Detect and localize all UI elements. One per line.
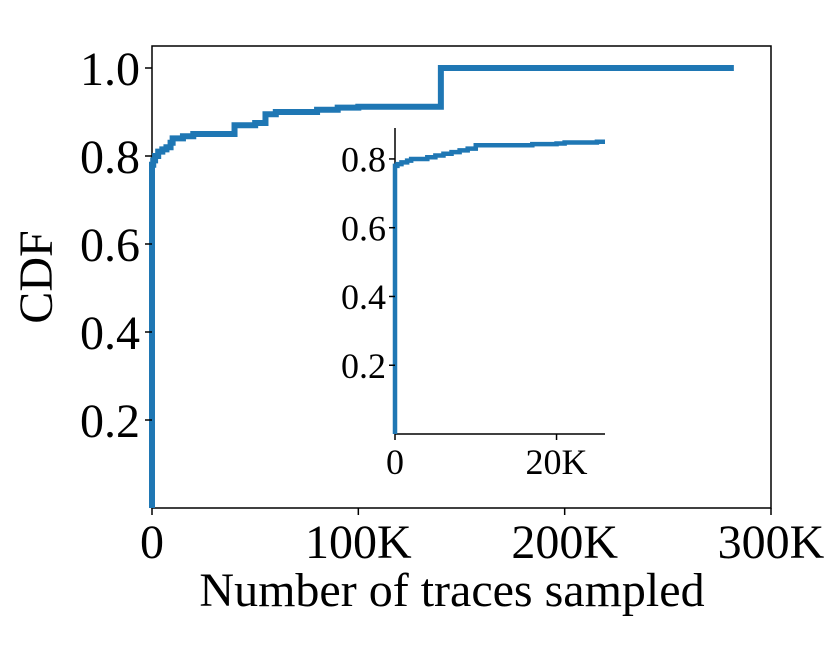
inset-x-tick-label: 0 xyxy=(386,442,404,482)
main-y-tick-label: 0.2 xyxy=(80,395,140,448)
main-cdf-line-0 xyxy=(149,65,734,508)
main-x-tick-label: 0 xyxy=(140,516,164,569)
inset-y-tick-label: 0.4 xyxy=(341,277,386,317)
y-axis-label: CDF xyxy=(10,230,63,323)
x-axis-label: Number of traces sampled xyxy=(199,564,704,617)
main-x-tick-label: 300K xyxy=(718,516,825,569)
inset-y-tick-label: 0.6 xyxy=(341,208,386,248)
inset-cdf-line-0 xyxy=(392,139,605,434)
main-axes-frame xyxy=(151,45,772,509)
main-plot: 0 100K 200K 300K 0.2 0.4 0.6 0.8 1.0 xyxy=(80,43,825,569)
main-y-tick-label: 1.0 xyxy=(80,43,140,96)
inset-x-tick-label: 20K xyxy=(526,442,588,482)
main-x-tick-label: 200K xyxy=(511,516,618,569)
inset-y-tick-label: 0.8 xyxy=(341,140,386,180)
main-y-tick-label: 0.6 xyxy=(80,219,140,272)
main-y-tick-label: 0.4 xyxy=(80,307,140,360)
main-x-tick-label: 100K xyxy=(305,516,412,569)
main-y-tick-label: 0.8 xyxy=(80,131,140,184)
inset-y-tick-label: 0.2 xyxy=(341,346,386,386)
inset-plot: 0 20K 0.2 0.4 0.6 0.8 xyxy=(341,128,605,482)
